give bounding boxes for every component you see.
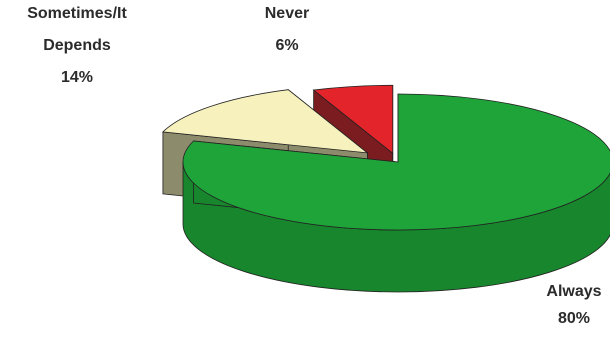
- slice-label-line: Never: [265, 5, 309, 22]
- slice-top: [162, 89, 369, 154]
- slice-value-sometimes-it-depends: 14%: [61, 69, 93, 86]
- pie-slice-always: [182, 93, 610, 293]
- slice-label-line: Depends: [43, 37, 111, 54]
- slice-label-sometimes-it-depends: Sometimes/It Depends 14%: [27, 5, 127, 86]
- slice-label-always: Always 80%: [546, 283, 601, 327]
- slice-label-never: Never 6%: [265, 5, 309, 54]
- slice-value-always: 80%: [558, 310, 590, 327]
- slice-label-line: Sometimes/It: [27, 5, 127, 22]
- slice-top: [182, 93, 610, 231]
- slice-label-line: Always: [546, 283, 601, 300]
- slice-top: [312, 84, 394, 155]
- slice-value-never: 6%: [275, 37, 298, 54]
